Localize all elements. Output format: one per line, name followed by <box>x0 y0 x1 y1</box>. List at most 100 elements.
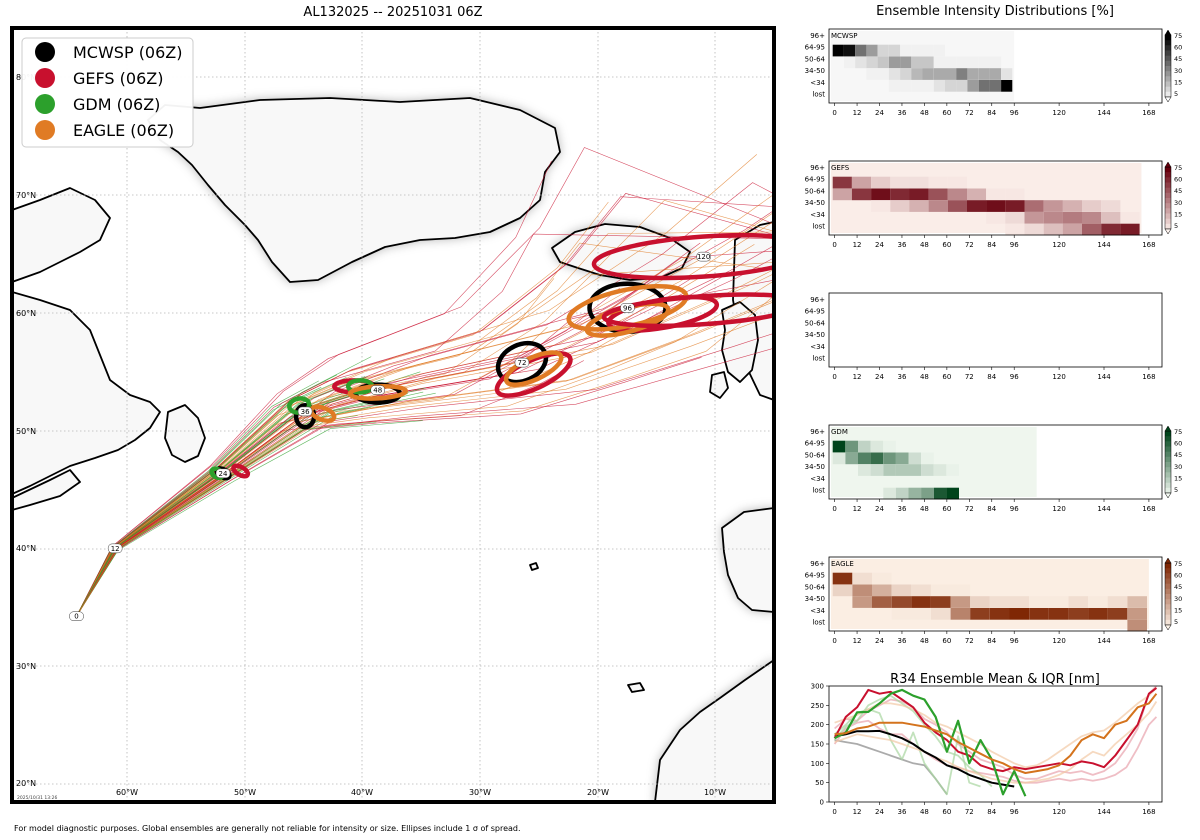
colorbar-tick: 30 <box>1174 595 1182 603</box>
heatmap-cell <box>989 596 1010 608</box>
x-tick-label: 144 <box>1097 505 1111 513</box>
heatmap-cell <box>832 188 852 201</box>
colorbar-step <box>1165 614 1171 621</box>
colorbar-extend-min <box>1164 96 1172 103</box>
colorbar-step <box>1165 177 1171 183</box>
r34-x-tick-label: 96 <box>1010 808 1019 816</box>
legend-label: MCWSP (06Z) <box>73 43 183 62</box>
x-tick-label: 144 <box>1097 637 1111 645</box>
heatmap-cell <box>967 200 987 212</box>
colorbar-step <box>1165 456 1171 463</box>
heatmap-cell <box>933 56 945 69</box>
colorbar-step <box>1165 35 1171 41</box>
heatmap-cell <box>891 584 912 597</box>
lon-label: 10°W <box>704 788 726 797</box>
colorbar-tick: 75 <box>1174 560 1182 568</box>
heatmap-cell <box>1088 608 1108 620</box>
map-title: AL132025 -- 20251031 06Z <box>303 5 482 20</box>
heatmap-cell <box>1101 212 1121 224</box>
heatmap-cell <box>877 68 889 80</box>
row-label: <34 <box>810 79 825 87</box>
x-tick-label: 36 <box>897 241 906 249</box>
x-tick-label: 72 <box>965 637 974 645</box>
heatmap-cell <box>909 188 929 201</box>
colorbar-step <box>1165 477 1171 484</box>
colorbar-extend-min <box>1164 492 1172 499</box>
row-label: 50-64 <box>805 320 826 328</box>
x-tick-label: 168 <box>1142 637 1155 645</box>
lon-label: 60°W <box>116 788 138 797</box>
lat-label: 20°N <box>16 779 36 788</box>
heatmap-cell <box>900 44 912 57</box>
x-tick-label: 48 <box>920 505 929 513</box>
heatmap-cell <box>891 608 912 620</box>
legend-label: GEFS (06Z) <box>73 69 163 88</box>
heatmap-cell <box>871 176 891 189</box>
hour-label-bg <box>620 303 635 313</box>
heatmap-cell <box>911 44 923 57</box>
uncertainty-ellipse <box>591 232 774 281</box>
iceland <box>551 223 691 281</box>
row-label: lost <box>812 91 825 99</box>
heatmap-cell <box>870 440 884 453</box>
distribution-panel: 96+ 64-95 50-64 34-50 <34 lost 0 12 24 36 48 60 72 84… <box>805 292 1163 381</box>
heatmap-cell <box>1029 608 1049 620</box>
x-tick-label: 0 <box>832 637 836 645</box>
heatmap-cell <box>1005 200 1025 212</box>
colorbar-step <box>1165 192 1171 199</box>
heatmap-cell <box>1068 596 1089 608</box>
r34-x-tick-label: 168 <box>1142 808 1155 816</box>
canada-north <box>12 187 111 283</box>
x-tick-label: 12 <box>853 373 862 381</box>
colorbar-step <box>1165 431 1171 437</box>
r34-series-line <box>833 694 993 788</box>
colorbar-tick: 60 <box>1174 440 1182 448</box>
row-label: 34-50 <box>805 463 825 471</box>
heatmap-cell <box>832 176 852 189</box>
heatmap-cell <box>967 68 979 80</box>
r34-x-tick-label: 48 <box>920 808 929 816</box>
heatmap-cell <box>1101 200 1121 212</box>
r34-x-tick-label: 36 <box>897 808 906 816</box>
heatmap-cell <box>895 487 909 500</box>
hour-label-bg <box>69 611 84 621</box>
heatmap-cell <box>947 200 967 212</box>
r34-y-tick-label: 200 <box>811 721 824 729</box>
x-tick-label: 168 <box>1142 373 1155 381</box>
r34-x-tick-label: 12 <box>853 808 862 816</box>
footer-note: For model diagnostic purposes. Global en… <box>14 824 521 833</box>
colorbar-tick: 45 <box>1174 451 1182 459</box>
heatmap-cell <box>888 80 901 92</box>
graticule <box>12 28 774 802</box>
heatmap-cell <box>989 56 1002 69</box>
colorbar-tick: 60 <box>1174 44 1182 52</box>
uncertainty-ellipse <box>503 350 564 387</box>
x-tick-label: 72 <box>965 505 974 513</box>
r34-title: R34 Ensemble Mean & IQR [nm] <box>890 672 1100 687</box>
heatmap-cell <box>890 200 910 212</box>
colorbar-step <box>1165 223 1171 230</box>
x-tick-label: 72 <box>965 109 974 117</box>
map-frame <box>10 26 776 804</box>
hour-label-bg <box>297 406 313 417</box>
row-label: 96+ <box>810 428 825 436</box>
r34-series-line <box>834 687 1158 769</box>
heatmap-cell <box>946 487 959 500</box>
heatmap-cell <box>870 452 884 465</box>
heatmap-cell <box>945 56 957 69</box>
baffin-coast <box>12 291 161 495</box>
panel-name: MCWSP <box>831 32 858 40</box>
distribution-panel: GEFS 75 60 45 30 15 5 96+ 64-95 50-64 34-50 <34 lost… <box>805 160 1182 249</box>
r34-series-line <box>833 687 1158 773</box>
heatmap-cell <box>911 584 931 597</box>
hour-label-bg <box>107 543 123 554</box>
ensemble-member-track <box>76 196 774 617</box>
x-tick-label: 48 <box>920 373 929 381</box>
legend-label: GDM (06Z) <box>73 95 160 114</box>
heatmap-cell <box>1024 223 1044 236</box>
x-tick-label: 96 <box>1010 241 1019 249</box>
heatmap-cell <box>909 176 929 189</box>
colorbar-tick: 45 <box>1174 187 1182 195</box>
ensemble-member-track <box>76 233 774 617</box>
colorbar-step <box>1165 482 1171 489</box>
